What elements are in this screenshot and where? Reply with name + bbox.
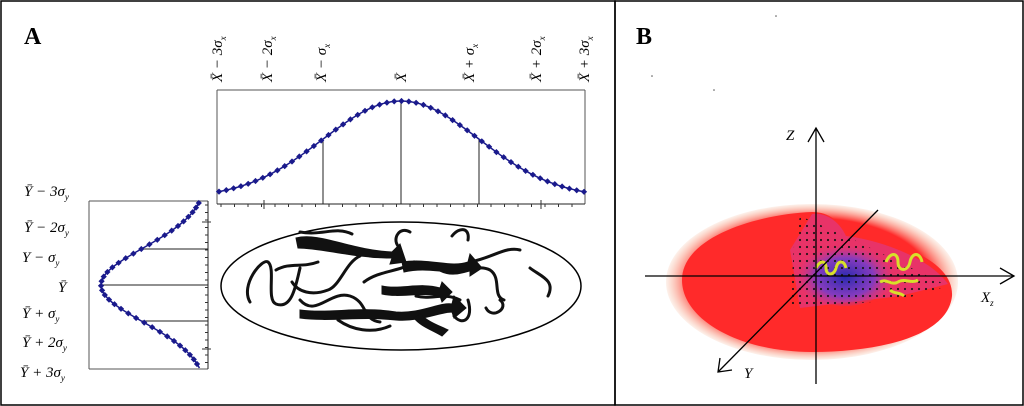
axis-label-z: Z	[786, 128, 795, 144]
x-curve-point	[391, 98, 398, 105]
x-curve-point	[558, 183, 566, 190]
y-curve-point	[132, 314, 140, 322]
y-tick-label-mean: Ȳ	[58, 280, 68, 296]
x-sigma-lines	[322, 101, 480, 204]
x-curve-point	[522, 167, 529, 175]
x-curve-point	[369, 104, 376, 111]
x-curve-point	[405, 98, 412, 105]
x-curve-point	[252, 177, 259, 185]
y-plot-minor-ticks	[202, 204, 211, 363]
coordinate-axes	[645, 126, 1016, 384]
protein-beta-strands	[295, 236, 483, 337]
sampling-grid	[790, 216, 948, 308]
protein-helices	[814, 253, 924, 298]
x-curve-point	[412, 99, 420, 106]
y-curve-point	[146, 241, 153, 248]
protein-ellipse	[220, 221, 582, 351]
x-curve-point	[245, 180, 252, 187]
x-curve-point	[259, 174, 266, 181]
y-gaussian-curve	[97, 199, 202, 369]
y-tick-label-plus3: Ȳ + 3σy	[20, 365, 65, 383]
panel-a-letter: A	[24, 24, 42, 50]
x-distribution-plot	[215, 89, 588, 209]
y-curve-point	[138, 245, 145, 253]
x-curve-point	[398, 97, 405, 105]
x-tick-label-plus3: X̄ + 3σx	[577, 36, 595, 83]
y-distribution-plot	[88, 199, 211, 370]
y-axis-arrow	[717, 357, 733, 373]
x-curve-point	[223, 186, 230, 194]
y-curve-point	[195, 199, 202, 207]
x-curve-point	[529, 171, 537, 178]
panel-b-letter: B	[636, 24, 652, 50]
y-axis	[717, 209, 879, 373]
y-curve-point	[130, 250, 137, 257]
x-tick-label-mean: X̄	[394, 72, 410, 83]
y-tick-label-minus1: Y − σy	[22, 250, 59, 268]
x-curve-point	[551, 180, 558, 188]
x-axis-arrow	[999, 267, 1016, 285]
y-curve-point	[141, 319, 148, 326]
y-tick-labels: Ȳ − 3σy Ȳ − 2σy Y − σy Ȳ Ȳ + σy Ȳ + 2σy …	[20, 184, 69, 383]
x-curve-point	[537, 175, 544, 182]
axis-label-y: Y	[744, 366, 754, 382]
x-curve-point	[566, 185, 573, 192]
y-curve-point	[154, 236, 161, 243]
y-tick-label-plus1: Ȳ + σy	[22, 306, 59, 324]
x-curve-point	[434, 108, 442, 115]
x-tick-label-minus1: X̄ − σx	[314, 44, 332, 83]
x-curve-point	[230, 185, 237, 192]
y-curve-point	[161, 232, 168, 239]
x-curve-point	[361, 107, 369, 114]
x-curve-point	[237, 183, 245, 190]
x-curve-point	[274, 167, 281, 174]
x-curve-point	[580, 188, 588, 195]
axis-label-x: Xz	[980, 290, 994, 308]
y-tick-label-plus2: Ȳ + 2σy	[22, 335, 67, 353]
x-curve-point	[266, 171, 274, 178]
x-tick-label-plus1: X̄ + σx	[462, 44, 480, 83]
ellipsoid-3d-view: Z Xz Y	[645, 15, 1016, 384]
x-curve-point	[493, 148, 500, 156]
x-tick-labels: X̄ − 3σx X̄ − 2σx X̄ − σx X̄ X̄ + σx X̄ …	[210, 36, 595, 83]
x-curve-point	[573, 187, 580, 194]
y-tick-label-minus3: Ȳ − 3σy	[24, 184, 69, 202]
x-curve-point	[427, 104, 434, 111]
panel-b-frame	[614, 0, 1024, 406]
x-curve-point	[376, 101, 383, 108]
x-curve-point	[544, 178, 551, 185]
x-tick-label-minus3: X̄ − 3σx	[210, 36, 228, 83]
y-tick-label-minus2: Ȳ − 2σy	[24, 220, 69, 238]
x-curve-point	[420, 101, 427, 109]
x-tick-label-plus2: X̄ + 2σx	[529, 36, 547, 83]
y-sigma-lines	[101, 248, 208, 322]
y-curve-point	[174, 222, 182, 230]
speck-3	[651, 75, 653, 77]
x-tick-label-minus2: X̄ − 2σx	[260, 36, 278, 83]
x-plot-minor-ticks	[220, 200, 573, 209]
x-curve-point	[383, 99, 391, 106]
x-curve-point	[281, 162, 288, 170]
y-curve-point	[185, 213, 192, 220]
speck-2	[713, 89, 715, 91]
speck-1	[775, 15, 777, 17]
z-axis-arrow	[807, 126, 825, 143]
y-curve-point	[97, 282, 105, 289]
ellipse-outline	[220, 221, 582, 351]
panel-a-frame	[0, 0, 616, 406]
